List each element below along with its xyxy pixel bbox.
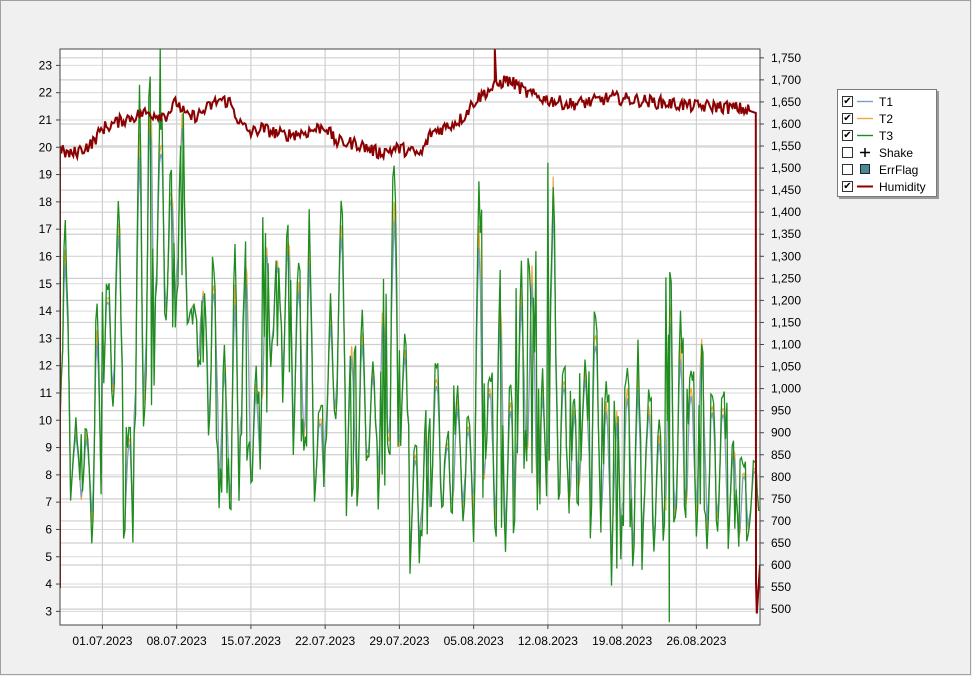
series-T3-line bbox=[60, 49, 760, 623]
line-swatch-icon bbox=[857, 96, 873, 107]
x-tick-label: 29.07.2023 bbox=[369, 634, 429, 648]
x-tick-label: 05.08.2023 bbox=[444, 634, 504, 648]
legend-item-t2[interactable]: ✔ T2 bbox=[842, 110, 936, 127]
line-swatch-icon bbox=[857, 113, 873, 124]
y-left-tick-label: 14 bbox=[39, 304, 53, 318]
y-left-tick-label: 7 bbox=[45, 495, 52, 509]
legend-item-t1[interactable]: ✔ T1 bbox=[842, 93, 936, 110]
y-right-tick-label: 1,350 bbox=[771, 227, 801, 241]
x-tick-label: 15.07.2023 bbox=[221, 634, 281, 648]
y-right-tick-label: 1,750 bbox=[771, 51, 801, 65]
y-right-tick-label: 950 bbox=[771, 404, 791, 418]
x-tick-label: 08.07.2023 bbox=[147, 634, 207, 648]
y-left-tick-label: 21 bbox=[39, 113, 53, 127]
y-left-tick-label: 4 bbox=[45, 577, 52, 591]
y-right-tick-label: 1,700 bbox=[771, 73, 801, 87]
y-right-tick-label: 1,550 bbox=[771, 139, 801, 153]
y-right-tick-label: 1,250 bbox=[771, 271, 801, 285]
legend-checkbox[interactable]: ✔ bbox=[842, 129, 853, 141]
y-left-tick-label: 6 bbox=[45, 522, 52, 536]
y-right-tick-label: 1,300 bbox=[771, 249, 801, 263]
y-right-tick-label: 900 bbox=[771, 426, 791, 440]
y-left-tick-label: 5 bbox=[45, 550, 52, 564]
legend-label: T2 bbox=[879, 111, 894, 126]
legend-checkbox[interactable]: ✔ bbox=[842, 180, 853, 192]
legend: ✔ T1 ✔ T2 ✔ T3 Shake ErrFlag ✔ Humidity bbox=[837, 89, 937, 197]
x-tick-label: 12.08.2023 bbox=[518, 634, 578, 648]
series-group bbox=[60, 49, 760, 623]
x-tick-label: 01.07.2023 bbox=[72, 634, 132, 648]
plot-frame bbox=[59, 48, 761, 626]
y-right-tick-label: 1,600 bbox=[771, 117, 801, 131]
y-right-tick-label: 1,100 bbox=[771, 337, 801, 351]
x-tick-label: 22.07.2023 bbox=[295, 634, 355, 648]
y-left-tick-label: 19 bbox=[39, 168, 53, 182]
y-right-tick-label: 1,650 bbox=[771, 95, 801, 109]
legend-item-t3[interactable]: ✔ T3 bbox=[842, 127, 936, 144]
y-right-tick-label: 1,200 bbox=[771, 293, 801, 307]
y-right-tick-label: 700 bbox=[771, 514, 791, 528]
y-left-tick-label: 3 bbox=[45, 604, 52, 618]
y-left-tick-label: 11 bbox=[40, 386, 53, 400]
y-left-tick-label: 16 bbox=[39, 249, 53, 263]
y-left-tick-label: 12 bbox=[39, 359, 53, 373]
x-tick-label: 26.08.2023 bbox=[666, 634, 726, 648]
y-right-tick-label: 750 bbox=[771, 492, 791, 506]
legend-label: Humidity bbox=[879, 179, 926, 194]
legend-label: T1 bbox=[879, 94, 894, 109]
legend-label: T3 bbox=[879, 128, 894, 143]
y-right-tick-label: 1,050 bbox=[771, 360, 801, 374]
square-marker-icon bbox=[857, 164, 873, 175]
y-left-tick-label: 17 bbox=[39, 222, 53, 236]
line-swatch-icon bbox=[857, 181, 873, 192]
legend-item-errflag[interactable]: ErrFlag bbox=[842, 161, 936, 178]
cross-marker-icon bbox=[857, 147, 873, 158]
y-right-tick-label: 600 bbox=[771, 558, 791, 572]
legend-checkbox[interactable]: ✔ bbox=[842, 95, 853, 107]
y-left-tick-label: 22 bbox=[39, 86, 53, 100]
series-Humidity-line bbox=[60, 49, 760, 614]
line-swatch-icon bbox=[857, 130, 873, 141]
y-axis-right: 500 550 600 650 700 750 800 850 900 950 1,000 1,050… bbox=[760, 51, 801, 616]
legend-label: Shake bbox=[879, 145, 914, 160]
legend-checkbox[interactable] bbox=[842, 164, 853, 175]
y-right-tick-label: 550 bbox=[771, 580, 791, 594]
legend-item-humidity[interactable]: ✔ Humidity bbox=[842, 178, 936, 195]
y-right-tick-label: 1,000 bbox=[771, 382, 801, 396]
legend-checkbox[interactable] bbox=[842, 147, 853, 158]
legend-item-shake[interactable]: Shake bbox=[842, 144, 936, 161]
y-axis-left: 3 4 5 6 7 8 9 10 11 12 13 14 15 16 17 18 19 20 21 22 23 bbox=[39, 58, 60, 618]
y-left-tick-label: 13 bbox=[39, 331, 53, 345]
y-right-tick-label: 650 bbox=[771, 536, 791, 550]
legend-label: ErrFlag bbox=[879, 162, 919, 177]
y-left-tick-label: 18 bbox=[39, 195, 53, 209]
y-left-tick-label: 20 bbox=[39, 140, 53, 154]
y-left-tick-label: 8 bbox=[45, 468, 52, 482]
x-tick-label: 19.08.2023 bbox=[592, 634, 652, 648]
y-left-tick-label: 9 bbox=[45, 441, 52, 455]
y-right-tick-label: 1,150 bbox=[771, 315, 801, 329]
legend-checkbox[interactable]: ✔ bbox=[842, 112, 853, 124]
x-axis: 01.07.2023 08.07.2023 15.07.2023 22.07.2023… bbox=[72, 625, 727, 648]
y-right-tick-label: 1,500 bbox=[771, 161, 801, 175]
y-left-tick-label: 23 bbox=[39, 58, 53, 72]
y-left-tick-label: 10 bbox=[39, 413, 53, 427]
y-right-tick-label: 850 bbox=[771, 448, 791, 462]
y-right-tick-label: 500 bbox=[771, 602, 791, 616]
y-right-tick-label: 800 bbox=[771, 470, 791, 484]
y-right-tick-label: 1,400 bbox=[771, 205, 801, 219]
y-left-tick-label: 15 bbox=[39, 277, 53, 291]
y-right-tick-label: 1,450 bbox=[771, 183, 801, 197]
